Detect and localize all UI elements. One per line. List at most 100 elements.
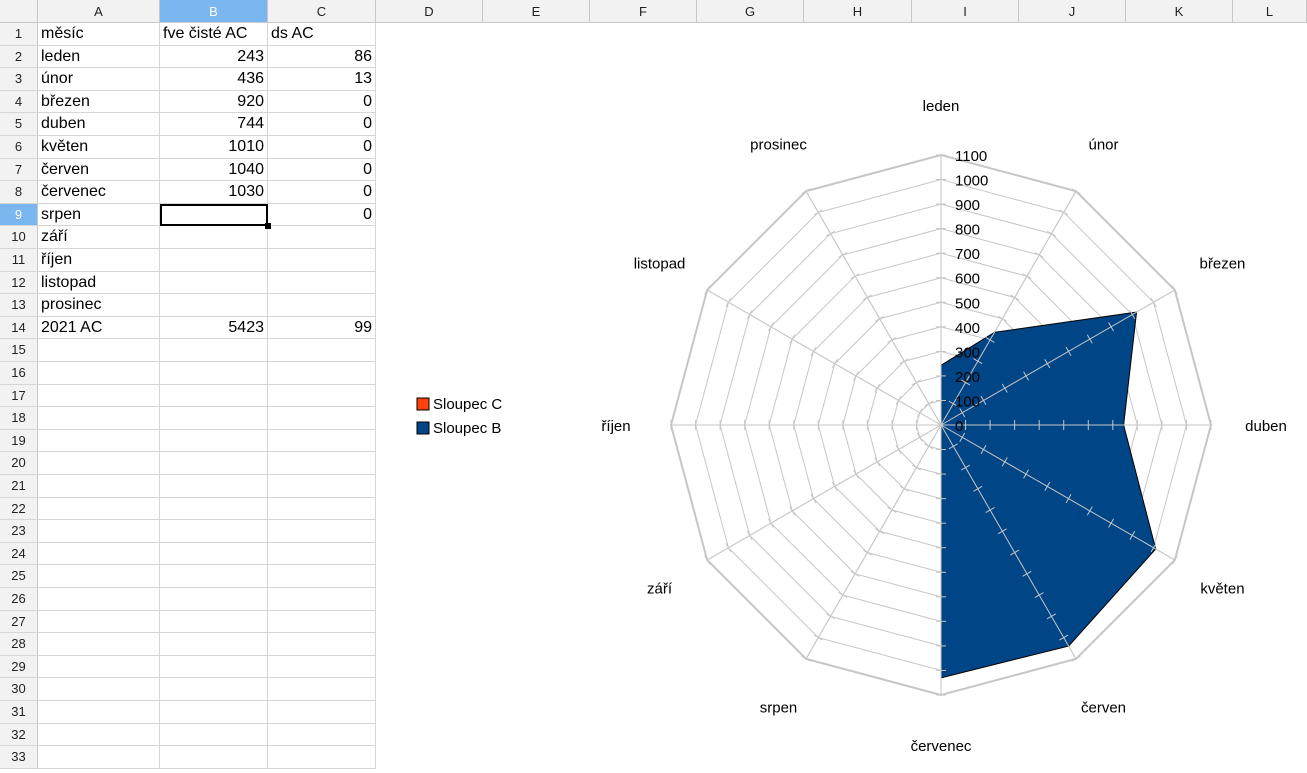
row-header-29[interactable]: 29 <box>0 655 38 679</box>
cell-b11[interactable] <box>160 249 268 272</box>
cell-a8[interactable]: červenec <box>38 181 160 204</box>
cell-c31[interactable] <box>268 701 376 724</box>
cell-a22[interactable] <box>38 497 160 521</box>
row-header-24[interactable]: 24 <box>0 542 38 566</box>
cell-a23[interactable] <box>38 520 160 543</box>
cell-c11[interactable] <box>268 249 376 272</box>
active-cell[interactable] <box>160 203 268 227</box>
cell-b12[interactable] <box>160 271 268 295</box>
cell-c6[interactable]: 0 <box>268 136 376 159</box>
cell-a21[interactable] <box>38 475 160 498</box>
cell-b30[interactable] <box>160 678 268 701</box>
cell-b28[interactable] <box>160 633 268 656</box>
cell-b17[interactable] <box>160 384 268 408</box>
cell-c14[interactable]: 99 <box>268 316 376 340</box>
row-header-3[interactable]: 3 <box>0 68 38 91</box>
row-header-18[interactable]: 18 <box>0 407 38 430</box>
cell-b15[interactable] <box>160 339 268 362</box>
cell-a5[interactable]: duben <box>38 113 160 136</box>
cell-c30[interactable] <box>268 678 376 701</box>
cell-c1[interactable]: ds AC <box>268 23 376 46</box>
cell-b23[interactable] <box>160 520 268 543</box>
cell-b10[interactable] <box>160 226 268 249</box>
cell-c18[interactable] <box>268 407 376 430</box>
fill-handle[interactable] <box>265 223 271 230</box>
cell-a17[interactable] <box>38 384 160 408</box>
cell-a32[interactable] <box>38 723 160 747</box>
cell-a3[interactable]: únor <box>38 68 160 91</box>
row-header-31[interactable]: 31 <box>0 701 38 724</box>
cell-b25[interactable] <box>160 565 268 588</box>
cell-c27[interactable] <box>268 610 376 634</box>
row-header-23[interactable]: 23 <box>0 520 38 543</box>
cell-c12[interactable] <box>268 271 376 295</box>
cell-c3[interactable]: 13 <box>268 68 376 91</box>
cell-c32[interactable] <box>268 723 376 747</box>
cell-b7[interactable]: 1040 <box>160 158 268 182</box>
cell-a20[interactable] <box>38 452 160 475</box>
cell-b32[interactable] <box>160 723 268 747</box>
row-header-19[interactable]: 19 <box>0 429 38 453</box>
column-header-i[interactable]: I <box>912 0 1019 23</box>
row-header-22[interactable]: 22 <box>0 497 38 521</box>
cell-a24[interactable] <box>38 542 160 566</box>
column-header-k[interactable]: K <box>1126 0 1233 23</box>
cell-c7[interactable]: 0 <box>268 158 376 182</box>
cell-c26[interactable] <box>268 588 376 611</box>
cell-c29[interactable] <box>268 655 376 679</box>
row-header-17[interactable]: 17 <box>0 384 38 408</box>
row-header-9[interactable]: 9 <box>0 203 38 227</box>
row-header-10[interactable]: 10 <box>0 226 38 249</box>
cell-b3[interactable]: 436 <box>160 68 268 91</box>
cell-c5[interactable]: 0 <box>268 113 376 136</box>
cell-a28[interactable] <box>38 633 160 656</box>
cell-b19[interactable] <box>160 429 268 453</box>
cell-c8[interactable]: 0 <box>268 181 376 204</box>
cell-a7[interactable]: červen <box>38 158 160 182</box>
row-header-4[interactable]: 4 <box>0 90 38 114</box>
select-all-corner[interactable] <box>0 0 38 23</box>
cell-b2[interactable]: 243 <box>160 45 268 69</box>
row-header-25[interactable]: 25 <box>0 565 38 588</box>
cell-b31[interactable] <box>160 701 268 724</box>
cell-a6[interactable]: květen <box>38 136 160 159</box>
column-header-g[interactable]: G <box>697 0 804 23</box>
cell-b24[interactable] <box>160 542 268 566</box>
cell-c33[interactable] <box>268 746 376 769</box>
row-header-5[interactable]: 5 <box>0 113 38 136</box>
cell-a1[interactable]: měsíc <box>38 23 160 46</box>
cell-a12[interactable]: listopad <box>38 271 160 295</box>
cell-c28[interactable] <box>268 633 376 656</box>
cell-a2[interactable]: leden <box>38 45 160 69</box>
cell-b4[interactable]: 920 <box>160 90 268 114</box>
cell-b20[interactable] <box>160 452 268 475</box>
cell-c20[interactable] <box>268 452 376 475</box>
column-header-d[interactable]: D <box>376 0 483 23</box>
cell-a31[interactable] <box>38 701 160 724</box>
cell-b21[interactable] <box>160 475 268 498</box>
cell-c9[interactable]: 0 <box>268 203 376 227</box>
column-header-e[interactable]: E <box>483 0 590 23</box>
cell-b5[interactable]: 744 <box>160 113 268 136</box>
cell-b27[interactable] <box>160 610 268 634</box>
cell-a9[interactable]: srpen <box>38 203 160 227</box>
cell-c21[interactable] <box>268 475 376 498</box>
cell-b6[interactable]: 1010 <box>160 136 268 159</box>
row-header-26[interactable]: 26 <box>0 588 38 611</box>
cell-a18[interactable] <box>38 407 160 430</box>
row-header-27[interactable]: 27 <box>0 610 38 634</box>
row-header-12[interactable]: 12 <box>0 271 38 295</box>
column-header-h[interactable]: H <box>804 0 912 23</box>
row-header-15[interactable]: 15 <box>0 339 38 362</box>
cell-c4[interactable]: 0 <box>268 90 376 114</box>
row-header-13[interactable]: 13 <box>0 294 38 317</box>
cell-a25[interactable] <box>38 565 160 588</box>
cell-b29[interactable] <box>160 655 268 679</box>
cell-a26[interactable] <box>38 588 160 611</box>
cell-a10[interactable]: září <box>38 226 160 249</box>
cell-c25[interactable] <box>268 565 376 588</box>
cell-c2[interactable]: 86 <box>268 45 376 69</box>
cell-a16[interactable] <box>38 362 160 385</box>
cell-b16[interactable] <box>160 362 268 385</box>
